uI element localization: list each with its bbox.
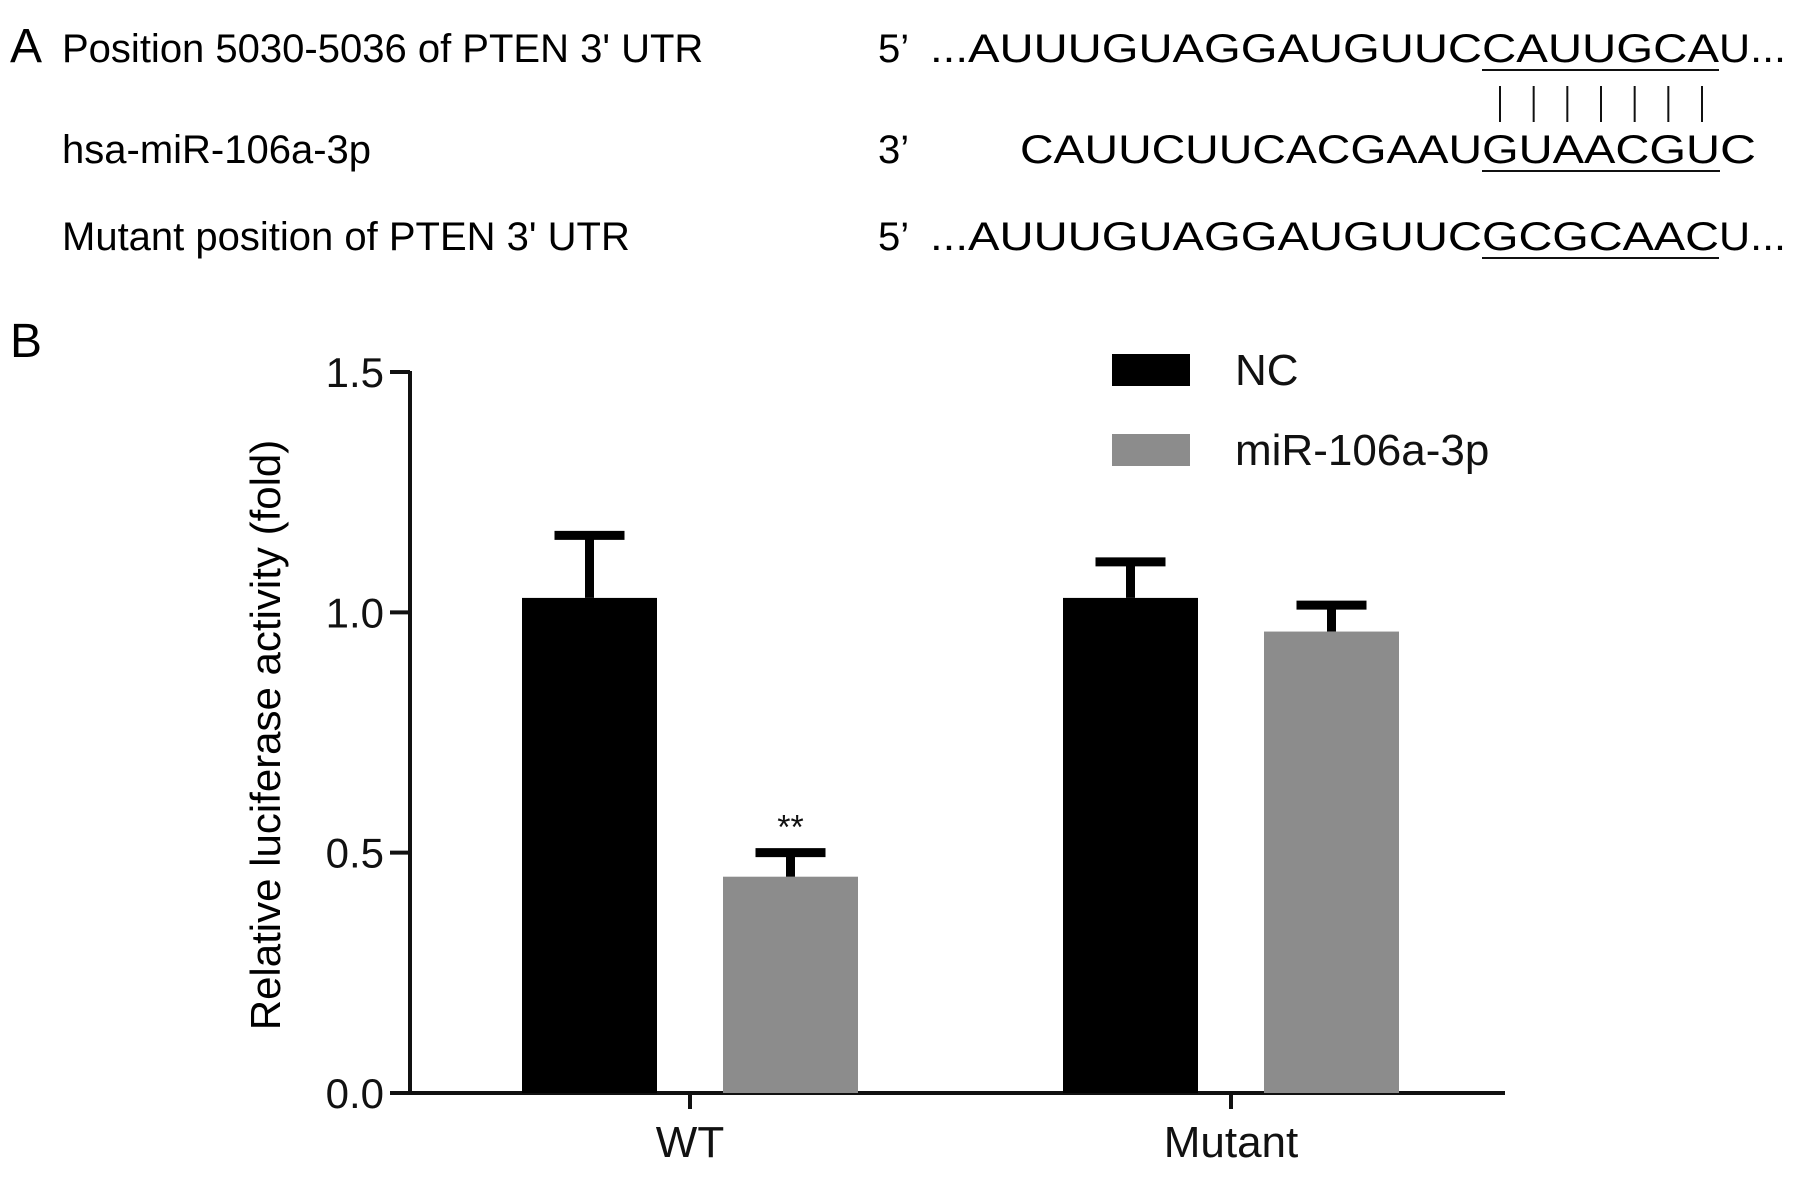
- three-prime-end-label: 3’: [878, 128, 909, 172]
- mutant-sequence-prefix: AUUUGUAGGAUGUUC: [968, 215, 1482, 259]
- significance-marker: **: [777, 809, 803, 847]
- bar: [1264, 631, 1399, 1093]
- base-pairing-lines: [1499, 86, 1703, 122]
- ellipsis-start: ...: [930, 27, 968, 71]
- bar: [723, 876, 858, 1093]
- mutated-seed-sequence: GCGCAAC: [1482, 215, 1719, 259]
- y-tick-label: 1.0: [326, 589, 384, 636]
- mirna-seed-sequence: GUAACGU: [1482, 128, 1720, 172]
- seed-match-sequence: CAUUGCA: [1482, 27, 1719, 71]
- y-tick-label: 0.0: [326, 1070, 384, 1117]
- y-tick-label: 1.5: [326, 349, 384, 396]
- mirna-sequence-prefix: CAUUCUUCACGAAU: [1020, 128, 1482, 172]
- row-label-mirna: hsa-miR-106a-3p: [62, 128, 371, 172]
- y-tick-label: 0.5: [326, 830, 384, 877]
- x-tick-label: Mutant: [1164, 1118, 1299, 1167]
- bar: [1063, 597, 1198, 1093]
- mutant-five-prime-end-label: 5’: [878, 215, 909, 259]
- five-prime-end-label: 5’: [878, 27, 909, 71]
- sequence-prefix: AUUUGUAGGAUGUUC: [968, 27, 1482, 71]
- panel-b-label: B: [10, 315, 42, 368]
- legend-label: NC: [1235, 346, 1299, 395]
- bar-chart: 0.0 0.5 1.0 1.5 WT Mutant ** NC miR-106a-3p: [326, 346, 1505, 1167]
- mutant-sequence-suffix: U...: [1719, 215, 1786, 259]
- row-label-mutant-utr: Mutant position of PTEN 3' UTR: [62, 215, 630, 259]
- bar: [522, 597, 657, 1093]
- panel-a: A Position 5030-5036 of PTEN 3' UTR 5’ .…: [10, 20, 1786, 259]
- panel-a-label: A: [10, 20, 42, 73]
- mutant-ellipsis-start: ...: [930, 215, 968, 259]
- mirna-sequence-suffix: C: [1720, 128, 1756, 172]
- row-label-wild-type-utr: Position 5030-5036 of PTEN 3' UTR: [62, 27, 703, 71]
- legend-label: miR-106a-3p: [1235, 426, 1489, 475]
- sequence-suffix: U...: [1719, 27, 1786, 71]
- y-axis-title: Relative luciferase activity (fold): [242, 440, 289, 1031]
- x-tick-label: WT: [656, 1118, 724, 1167]
- legend-swatch: [1112, 354, 1190, 386]
- panel-b: B Relative luciferase activity (fold) 0.…: [10, 315, 1505, 1167]
- legend-swatch: [1112, 434, 1190, 466]
